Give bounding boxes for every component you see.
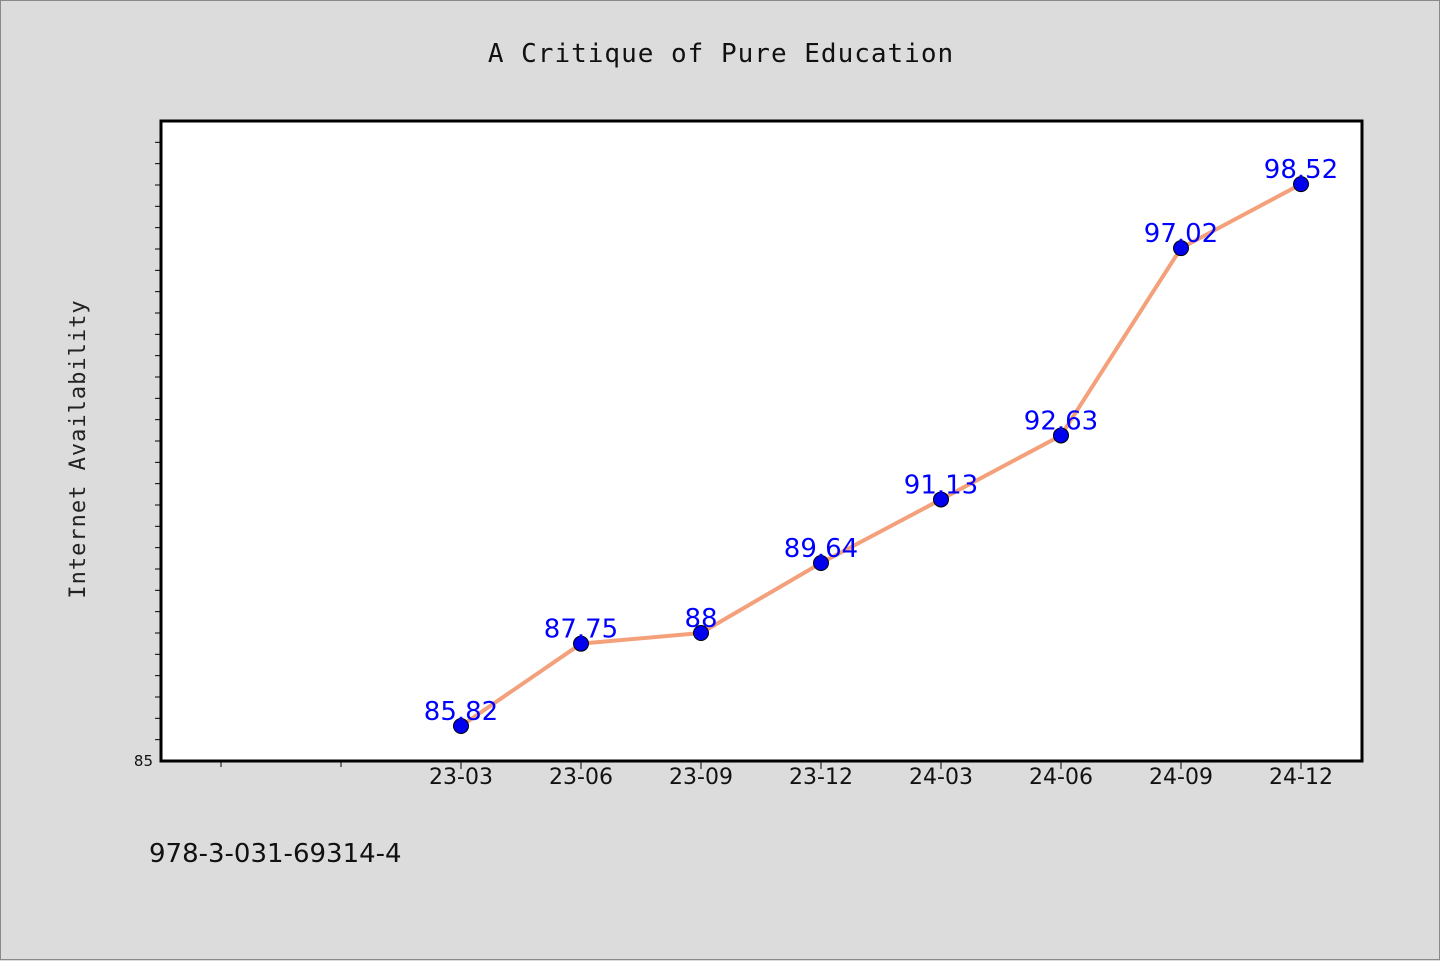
data-labels: 85.82 87.75 88 89.64 91.13 92.63 97.02 98.52	[424, 155, 1338, 727]
data-label: 87.75	[544, 615, 618, 645]
x-tick-label: 23-09	[669, 765, 733, 790]
data-label: 91.13	[904, 470, 978, 500]
data-point	[813, 555, 829, 572]
x-tick-label: 24-09	[1149, 765, 1213, 790]
x-tick-label: 23-03	[429, 765, 493, 790]
isbn-text: 978-3-031-69314-4	[149, 839, 402, 869]
data-point	[1293, 176, 1309, 193]
x-tick-label: 24-12	[1269, 765, 1333, 790]
y-tick-label: 85	[134, 752, 153, 770]
data-point	[1053, 427, 1069, 444]
series-line	[459, 182, 1302, 728]
data-point	[933, 491, 949, 508]
x-tick-label: 24-03	[909, 765, 973, 790]
data-label: 89.64	[784, 534, 858, 564]
data-point	[1173, 240, 1189, 257]
data-label: 97.02	[1144, 219, 1218, 249]
x-tick-label: 23-12	[789, 765, 853, 790]
chart-title: A Critique of Pure Education	[488, 39, 954, 69]
data-point	[693, 625, 709, 641]
series-layer	[453, 176, 1309, 735]
data-label: 98.52	[1264, 155, 1338, 185]
data-point	[453, 718, 469, 735]
x-tick-label: 23-06	[549, 765, 613, 790]
x-tick-label: 24-06	[1029, 765, 1093, 790]
y-ticks: 85	[134, 141, 161, 770]
x-ticks: 23-03 23-06 23-09 23-12 24-03 24-06 24-09 24-12	[220, 761, 1333, 790]
data-point	[573, 635, 589, 652]
data-label: 85.82	[424, 697, 498, 727]
plot-area	[159, 119, 1364, 763]
data-label: 88	[684, 604, 717, 634]
data-label: 92.63	[1024, 406, 1098, 436]
y-axis-label: Internet Availability	[66, 299, 91, 598]
